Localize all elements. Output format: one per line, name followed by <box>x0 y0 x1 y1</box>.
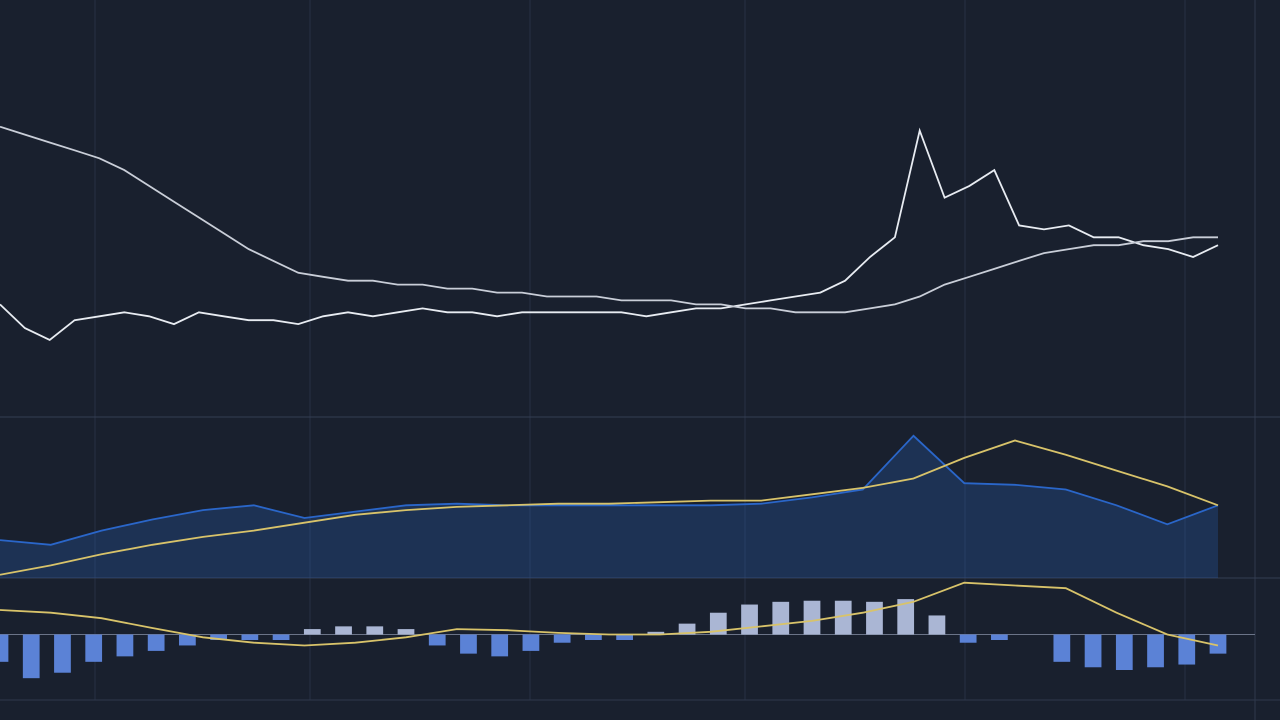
histogram-bar <box>1084 634 1102 668</box>
grid <box>94 0 1256 720</box>
histogram-bar <box>179 634 196 646</box>
indicator-line <box>0 434 1219 546</box>
price-line <box>0 127 1219 341</box>
histogram-bar <box>803 600 821 635</box>
histogram-bar <box>1115 634 1133 670</box>
histogram-bar <box>834 600 852 635</box>
histogram-bar <box>772 601 790 635</box>
signal-line <box>0 581 1219 647</box>
histogram-bar <box>1209 634 1227 654</box>
histogram-bar <box>460 634 477 654</box>
histogram-bar <box>491 634 509 657</box>
histogram-bar <box>616 634 633 640</box>
histogram-bar <box>0 634 9 662</box>
indicator-line-area <box>0 435 1218 578</box>
histogram-bar <box>241 634 259 640</box>
histogram-bar <box>928 615 946 635</box>
histogram-bar <box>709 612 727 635</box>
histogram-bar <box>147 634 165 651</box>
histogram-bar <box>678 623 696 635</box>
histogram-bar <box>647 631 665 635</box>
histogram-bar <box>1053 634 1071 662</box>
histogram-bar <box>85 634 103 662</box>
histogram-bar <box>397 629 415 635</box>
histogram-bar <box>866 601 883 635</box>
histogram-bar <box>210 634 227 640</box>
histogram-bar <box>553 634 571 643</box>
histogram-bar <box>741 604 758 635</box>
histogram-bar <box>22 634 40 679</box>
histogram-bar <box>116 634 134 657</box>
histogram-bar <box>1178 634 1196 665</box>
histogram-bar <box>272 634 290 640</box>
histogram-bar <box>366 626 384 635</box>
histogram-bar <box>428 634 446 646</box>
histogram-bar <box>585 634 602 640</box>
histogram-bar <box>991 634 1008 640</box>
moving-average <box>0 125 1218 314</box>
histogram-bar <box>303 629 321 635</box>
histogram-bar <box>897 599 915 635</box>
signal-line <box>0 439 1219 576</box>
histogram-bar <box>54 634 71 673</box>
histogram-bar <box>1147 634 1164 668</box>
histogram-bar <box>959 634 977 643</box>
histogram-bar <box>335 626 352 635</box>
histogram-bar <box>522 634 540 651</box>
